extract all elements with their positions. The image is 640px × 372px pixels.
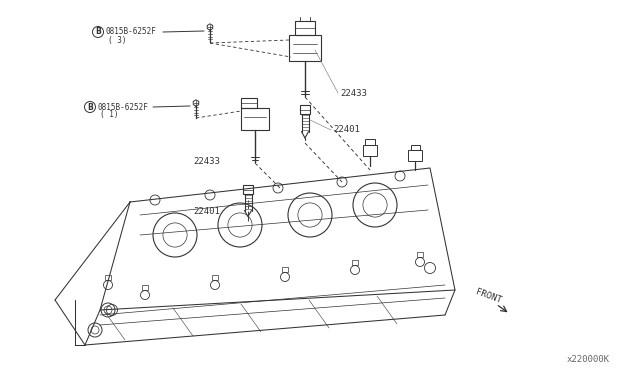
Bar (365, 140, 375, 145)
Bar (363, 145, 377, 156)
Bar (105, 275, 111, 280)
Text: 22433: 22433 (193, 157, 220, 167)
Bar (241, 108, 269, 130)
Text: B: B (87, 103, 93, 112)
Bar (300, 105, 310, 114)
Text: 0815B-6252F: 0815B-6252F (97, 103, 148, 112)
Text: 22433: 22433 (340, 89, 367, 97)
Bar (408, 150, 422, 160)
Bar (417, 252, 423, 257)
Text: 22401: 22401 (333, 125, 360, 135)
Text: x220000K: x220000K (567, 356, 610, 365)
Bar (142, 285, 148, 290)
Bar (282, 267, 288, 272)
Text: 0815B-6252F: 0815B-6252F (106, 28, 156, 36)
Bar (289, 35, 321, 61)
Text: FRONT: FRONT (474, 287, 502, 305)
Bar (241, 98, 257, 108)
Bar (243, 185, 253, 194)
Text: ( 1): ( 1) (99, 110, 118, 119)
Bar (352, 260, 358, 265)
Bar (410, 145, 419, 150)
Bar (295, 21, 315, 35)
Text: 22401: 22401 (193, 208, 220, 217)
Bar (212, 275, 218, 280)
Text: B: B (95, 28, 101, 36)
Text: ( 3): ( 3) (108, 35, 126, 45)
